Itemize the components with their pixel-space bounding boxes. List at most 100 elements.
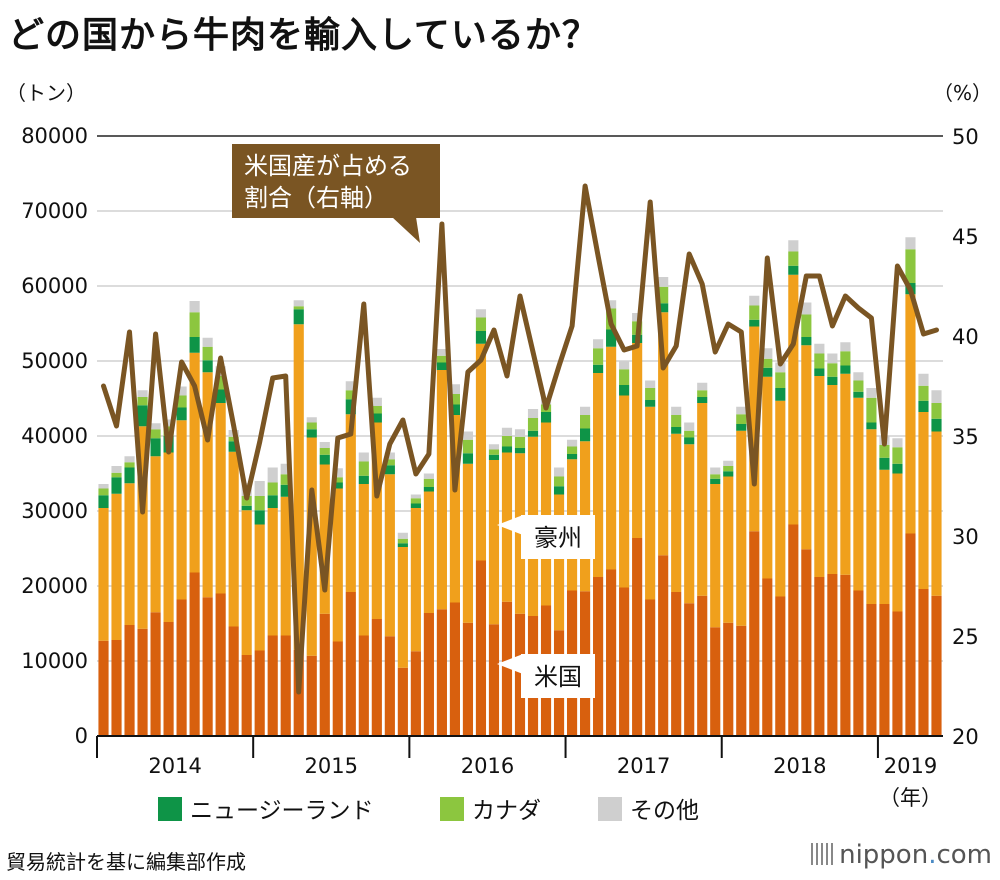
bar-usa [866,604,877,736]
bar-australia [749,326,760,532]
bar-canada [801,314,812,337]
bar-other [475,309,487,318]
bar-usa [684,603,695,736]
bar-other [723,460,734,466]
right-tick-label: 25 [952,625,979,649]
legend-label-nz: ニュージーランド [190,798,374,824]
bar-other [619,361,630,370]
bar-usa [514,613,526,736]
bar-canada [827,363,838,377]
bar-canada [671,415,682,427]
bar-other [137,390,148,397]
bar-other [176,386,187,396]
bar-nz [267,495,278,508]
annotation-box [521,654,595,698]
bar-canada [918,385,929,401]
bar-nz [436,362,447,370]
bar-canada [267,482,278,496]
bar-australia [254,524,265,651]
bar-usa [801,549,812,736]
bar-australia [410,508,421,652]
bar-nz [931,418,942,432]
bar-other [658,277,669,287]
bar-australia [306,437,317,656]
bar-usa [176,599,187,736]
bar-other [410,494,421,499]
bar-usa [501,601,513,736]
bar-nz [736,424,747,431]
bar-usa [384,636,395,736]
bar-nz [475,331,487,344]
bar-canada [645,388,656,400]
bar-nz [332,482,343,489]
bar-other [801,302,812,315]
bar-usa [397,667,408,736]
bar-australia [163,452,174,622]
bar-canada [749,305,760,320]
bar-other [371,397,382,406]
left-tick-label: 30000 [21,499,88,523]
brand-logo: nippon.com [811,840,992,870]
bar-usa [332,641,343,736]
bar-other [710,467,721,475]
bar-nz [684,437,695,445]
bar-australia [436,370,447,610]
bar-nz [827,376,838,385]
bar-nz [879,457,890,470]
bar-usa [879,604,890,736]
bar-nz [358,475,369,484]
bar-australia [606,346,617,570]
bar-australia [449,415,460,603]
bar-canada [892,447,903,464]
bar-canada [410,498,421,504]
bar-usa [645,599,656,736]
bar-other [332,468,343,478]
bar-australia [488,460,500,625]
right-tick-label: 30 [952,525,979,549]
annotation-pointer [497,515,523,535]
bar-other [684,422,695,431]
bar-nz [514,448,526,454]
x-axis: 2014 2015 2016 2017 2018 2019 （年） [96,735,943,810]
callout-line1: 米国産が占める [244,152,412,180]
brand-name: nippon [839,840,929,870]
bar-australia [423,491,434,613]
bar-canada [840,351,851,366]
bar-nz [645,400,656,407]
bar-other [775,362,786,373]
bar-nz [710,478,721,484]
year-label: 2018 [773,754,826,778]
bar-canada [358,461,369,476]
bar-canada [280,474,291,485]
bar-nz [176,407,187,421]
bar-nz [124,467,135,484]
bar-australia [671,433,682,592]
bar-usa [723,622,734,736]
bar-nz [580,428,591,442]
bar-other [892,438,903,448]
bar-other [202,337,213,347]
bar-nz [254,510,265,525]
bar-usa [215,593,226,736]
bar-nz [853,391,864,398]
bar-nz [423,487,434,492]
bar-canada [137,397,148,406]
left-tick-label: 20000 [21,574,88,598]
bar-australia [371,422,382,619]
bar-other [645,380,656,388]
bar-other [163,419,174,427]
bar-canada [527,418,539,431]
bar-nz [137,405,148,427]
bar-canada [697,390,708,397]
bar-canada [788,251,799,266]
bar-canada [879,445,890,458]
right-tick-label: 40 [952,325,979,349]
bar-canada [202,346,213,361]
bar-other [436,349,447,356]
year-label: 2019 [884,754,937,778]
bar-usa [137,628,148,736]
bar-nz [866,422,877,430]
bar-other [319,442,330,448]
bar-other [814,343,825,354]
bar-australia [553,494,565,631]
